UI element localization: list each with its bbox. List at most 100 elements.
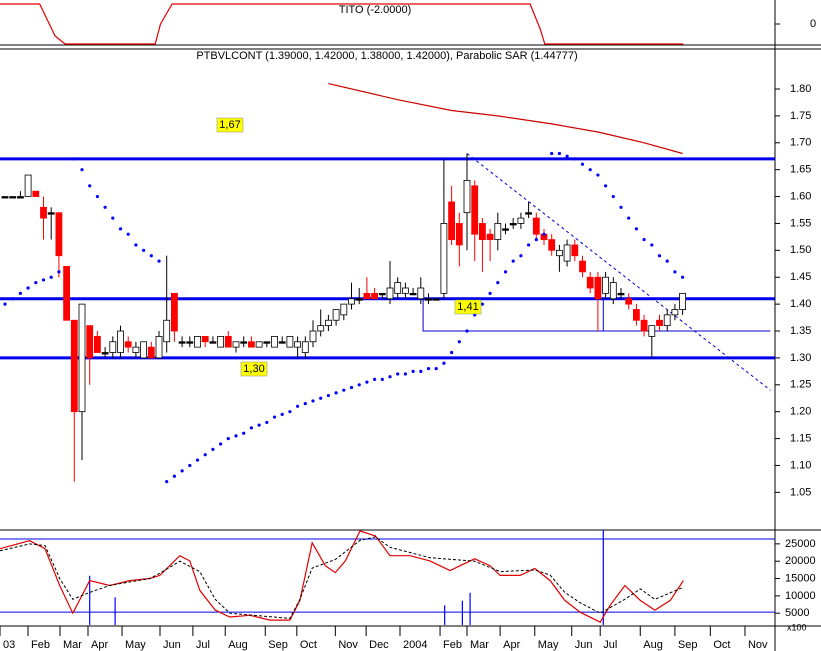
sar-dot — [49, 275, 53, 279]
candle-body — [309, 330, 317, 343]
candle-body — [163, 319, 171, 343]
sar-dot — [72, 157, 76, 161]
candle-body — [509, 223, 517, 226]
candle-body — [9, 196, 17, 199]
candle-body — [201, 335, 209, 343]
sar-dot — [665, 259, 669, 263]
sar-dot — [319, 396, 323, 400]
candle-body — [271, 335, 278, 348]
candle-body — [440, 223, 448, 294]
sar-dot — [242, 431, 246, 435]
x-tick-label: Dec — [369, 639, 389, 651]
x-tick-label: Mar — [470, 639, 489, 651]
candle-body — [78, 303, 86, 413]
x-tick-label: May — [125, 639, 146, 651]
x-tick-label: Jun — [163, 639, 181, 651]
y-tick-label: 0 — [810, 18, 816, 30]
candle-body — [502, 228, 509, 231]
sar-dot — [211, 447, 215, 451]
x-tick-label: Apr — [91, 639, 108, 651]
candle-body — [286, 335, 294, 348]
sar-dot — [380, 377, 384, 382]
sar-dot — [657, 254, 662, 258]
x-tick-label: Nov — [748, 639, 768, 651]
sar-dot — [257, 423, 261, 427]
tito-title: TITO (-2.0000) — [339, 4, 412, 16]
candle-body — [640, 319, 648, 332]
sar-dot — [149, 254, 153, 258]
sar-dot — [118, 227, 123, 231]
sar-dot — [550, 151, 554, 156]
candle-body — [178, 341, 186, 344]
sar-dot — [673, 270, 677, 274]
sar-dot — [126, 232, 130, 236]
candle-body — [602, 276, 610, 294]
sar-dot — [288, 410, 292, 414]
y-tick-label: 1.65 — [790, 164, 811, 176]
x-tick-label: Oct — [713, 639, 730, 651]
candle-body — [124, 341, 132, 348]
sar-dot — [272, 415, 277, 419]
sar-dot — [450, 350, 454, 355]
sar-dot — [26, 286, 30, 290]
level-label-box — [216, 117, 244, 133]
y-tick-label: 1.20 — [790, 406, 811, 418]
y-tick-label: 1.25 — [790, 379, 811, 391]
level-label: 1,30 — [243, 363, 264, 375]
sar-dot — [534, 237, 538, 242]
y-tick-label: 1.15 — [790, 432, 811, 444]
sar-dot — [34, 281, 38, 285]
sar-dot — [619, 205, 623, 209]
candle-body — [47, 212, 55, 215]
candle-body — [517, 217, 525, 224]
y-tick-label: 1.55 — [790, 217, 811, 229]
candle-body — [217, 335, 225, 348]
level-label-box — [454, 299, 482, 315]
candle-body — [117, 330, 124, 353]
y-tick-label: 1.10 — [790, 459, 811, 471]
candle-body — [147, 346, 155, 359]
candle-body — [94, 335, 101, 353]
sar-dot — [41, 278, 46, 282]
y-tick-label: 1.40 — [790, 298, 811, 310]
candle-body — [55, 212, 63, 257]
moving-average — [328, 83, 683, 155]
candle-body — [625, 298, 633, 305]
candle-body — [663, 314, 671, 327]
candle-body — [586, 276, 594, 289]
candle-body — [155, 335, 163, 359]
sar-dot — [334, 391, 338, 395]
candle-body — [455, 223, 463, 246]
candle-body — [448, 201, 456, 240]
sar-dot — [88, 184, 92, 188]
candle-body — [348, 298, 355, 305]
x-tick-label: Apr — [503, 639, 520, 651]
y-tick-label: 20000 — [785, 555, 816, 567]
sar-dot — [542, 232, 546, 236]
sar-dot — [488, 291, 492, 295]
sar-dot — [642, 237, 646, 242]
candle-body — [402, 287, 409, 294]
candle-body — [394, 282, 402, 294]
candle-body — [609, 282, 617, 300]
candle-body — [378, 292, 386, 296]
candle-body — [40, 206, 47, 219]
sar-dot — [349, 385, 354, 390]
sar-dot — [195, 458, 200, 462]
sar-dot — [219, 442, 223, 446]
x-tick-label: 2004 — [403, 639, 427, 651]
sar-dot — [465, 329, 469, 333]
unit-label: x100 — [787, 622, 807, 632]
trend-line — [466, 153, 771, 391]
candle-body — [101, 352, 109, 355]
sar-dot — [172, 474, 177, 478]
level-label: 1,67 — [219, 119, 240, 131]
candle-body — [224, 335, 232, 348]
sar-dot — [311, 399, 315, 403]
candle-body — [479, 223, 486, 240]
candle-body — [656, 319, 663, 327]
candle-body — [571, 244, 579, 257]
candle-body — [32, 190, 40, 197]
candle-body — [332, 309, 340, 321]
